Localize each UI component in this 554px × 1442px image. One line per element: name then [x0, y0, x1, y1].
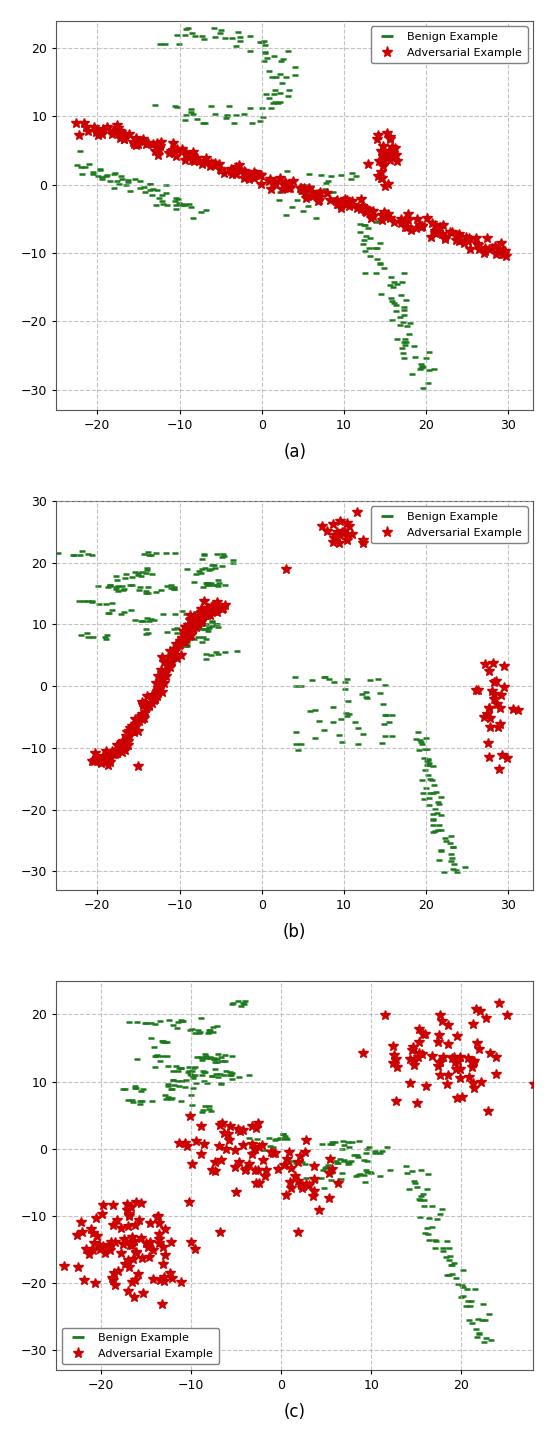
Legend: Benign Example, Adversarial Example: Benign Example, Adversarial Example	[371, 506, 527, 544]
Legend: Benign Example, Adversarial Example: Benign Example, Adversarial Example	[62, 1328, 219, 1364]
X-axis label: (a): (a)	[283, 443, 306, 461]
X-axis label: (c): (c)	[284, 1403, 306, 1422]
X-axis label: (b): (b)	[283, 923, 306, 942]
Legend: Benign Example, Adversarial Example: Benign Example, Adversarial Example	[371, 26, 527, 63]
